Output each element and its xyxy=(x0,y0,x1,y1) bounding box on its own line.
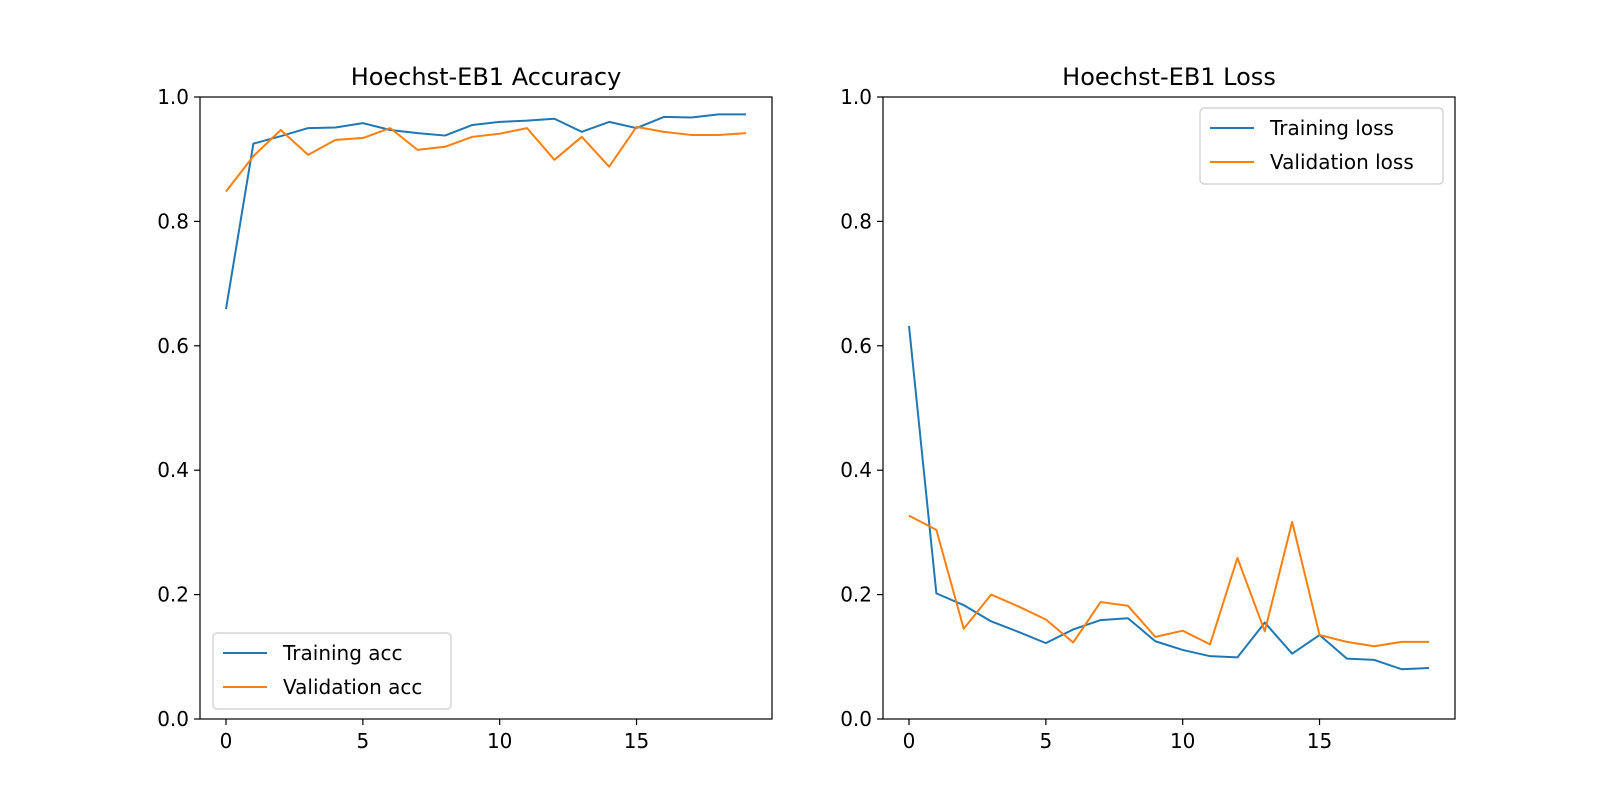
loss-series-training-line xyxy=(908,325,1430,671)
loss-chart: Hoechst-EB1 Loss 0 5 10 15 0.0 0.2 0.4 0.6 0.8 1.0… xyxy=(840,63,1456,753)
loss-x-tick-label: 10 xyxy=(1170,729,1195,753)
loss-y-tick-label: 0.6 xyxy=(840,334,872,358)
loss-y-tick-label: 0.4 xyxy=(840,458,872,482)
accuracy-x-tick-label: 0 xyxy=(220,729,233,753)
accuracy-x-tick-label: 5 xyxy=(356,729,369,753)
loss-legend-validation-label: Validation loss xyxy=(1270,150,1414,174)
accuracy-legend: Training acc Validation acc xyxy=(212,632,452,710)
loss-x-tick-label: 5 xyxy=(1039,729,1052,753)
loss-y-tick-label: 1.0 xyxy=(840,85,872,109)
loss-x-tick-label: 15 xyxy=(1307,729,1332,753)
accuracy-series-training-line xyxy=(225,113,746,310)
loss-y-tick-label: 0.0 xyxy=(840,707,872,731)
loss-x-tick-label: 0 xyxy=(903,729,916,753)
loss-plot-frame xyxy=(882,96,1456,720)
loss-chart-title: Hoechst-EB1 Loss xyxy=(1062,63,1276,91)
loss-series-validation-line xyxy=(908,514,1429,648)
loss-y-tick-label: 0.2 xyxy=(840,583,872,607)
accuracy-chart: Hoechst-EB1 Accuracy 0 5 10 15 0.0 0.2 0.4 0.6 0.… xyxy=(157,63,773,753)
accuracy-plot-frame xyxy=(199,96,773,720)
accuracy-y-tick-label: 0.6 xyxy=(157,334,189,358)
accuracy-y-tick-label: 0.4 xyxy=(157,458,189,482)
accuracy-x-tick-label: 10 xyxy=(487,729,512,753)
accuracy-y-tick-label: 0.0 xyxy=(157,707,189,731)
accuracy-y-tick-label: 0.8 xyxy=(157,209,189,233)
accuracy-series-validation-line xyxy=(225,125,747,193)
accuracy-legend-training-label: Training acc xyxy=(282,641,403,665)
accuracy-x-tick-label: 15 xyxy=(624,729,649,753)
accuracy-legend-box xyxy=(212,632,452,710)
loss-legend-box xyxy=(1199,107,1444,185)
loss-legend-training-label: Training loss xyxy=(1269,116,1394,140)
loss-y-tick-label: 0.8 xyxy=(840,209,872,233)
accuracy-legend-validation-label: Validation acc xyxy=(283,675,422,699)
accuracy-chart-title: Hoechst-EB1 Accuracy xyxy=(351,63,622,91)
accuracy-y-tick-label: 0.2 xyxy=(157,583,189,607)
loss-legend: Training loss Validation loss xyxy=(1199,107,1444,185)
accuracy-y-tick-label: 1.0 xyxy=(157,85,189,109)
